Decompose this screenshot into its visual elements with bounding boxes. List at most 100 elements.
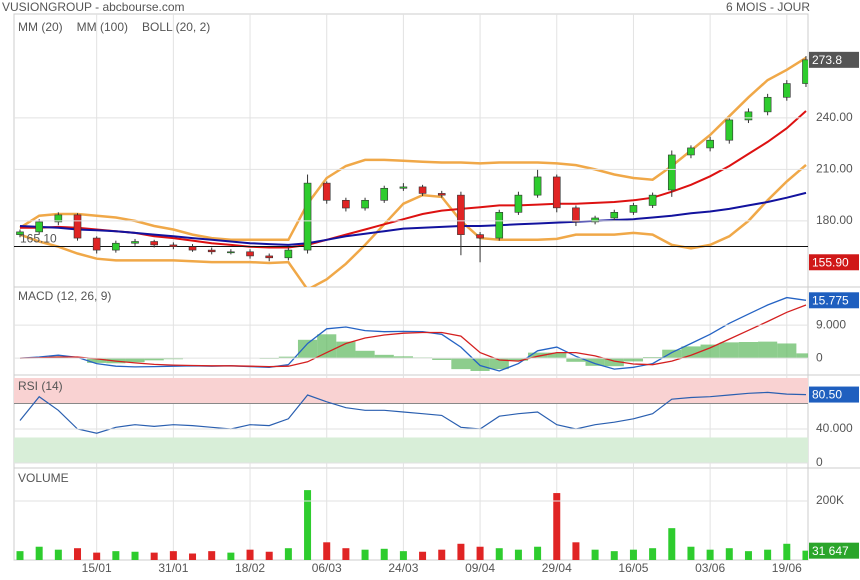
volume-bar (668, 528, 676, 560)
histogram-bar (681, 346, 701, 359)
histogram-bar (317, 334, 337, 359)
candle-body (782, 83, 791, 98)
candle-body (284, 249, 293, 259)
candle-body (763, 96, 772, 113)
volume-bar (265, 551, 273, 560)
panel (19, 296, 808, 372)
value-tag: 31 647 (812, 544, 849, 558)
x-tick-label: 16/05 (618, 561, 648, 575)
histogram-bar (758, 341, 778, 359)
volume-bar (35, 546, 43, 560)
candle-body (169, 244, 178, 247)
volume-bar (610, 551, 618, 560)
volume-bar (802, 550, 808, 560)
x-tick-label: 06/03 (312, 561, 342, 575)
histogram-bar (738, 342, 759, 359)
legend-entry: MM (100) (77, 20, 128, 34)
volume-bar (514, 549, 522, 560)
candle-body (687, 147, 695, 156)
candle-body (533, 176, 542, 196)
volume-bar (725, 548, 733, 560)
macd-line (19, 304, 807, 368)
moving-average (19, 191, 807, 246)
y-tick-label: 210.00 (816, 162, 853, 176)
rsi-line (19, 391, 807, 434)
candle-body (112, 242, 120, 251)
panel (14, 56, 808, 287)
volume-bar (16, 551, 24, 560)
volume-bar (553, 493, 561, 560)
histogram-bar (643, 357, 663, 359)
volume-bar (54, 549, 62, 560)
volume-bar (572, 542, 580, 560)
x-tick-label: 09/04 (465, 561, 495, 575)
reference-label: 165.10 (20, 232, 57, 246)
candle-body (418, 186, 427, 194)
x-tick-label: 19/06 (772, 561, 802, 575)
candle-body (514, 194, 523, 213)
volume-bar (208, 551, 216, 560)
header-title: VUSIONGROUP - abcbourse.com (2, 0, 185, 14)
y-tick-label: 0 (816, 350, 823, 364)
value-tag: 80.50 (812, 388, 842, 402)
y-tick-label: 180.00 (816, 213, 853, 227)
histogram-bar (700, 344, 720, 359)
histogram-bar (719, 342, 739, 359)
histogram-bar (393, 356, 413, 359)
volume-bar (169, 551, 177, 560)
candle-body (552, 176, 561, 209)
histogram-bar (796, 353, 808, 359)
volume-bar (189, 553, 197, 560)
volume-bar (342, 548, 350, 560)
histogram-bar (451, 358, 471, 370)
volume-bar (74, 548, 82, 560)
zone (14, 437, 808, 463)
volume-bar (744, 551, 752, 560)
volume-bar (150, 552, 158, 560)
zone (14, 377, 808, 404)
candle-body (399, 186, 408, 189)
candle-body (342, 199, 350, 209)
moving-average (20, 110, 807, 249)
volume-bar (304, 490, 312, 560)
candle-body (667, 154, 676, 191)
histogram-bar (144, 358, 164, 361)
volume-bar (457, 543, 465, 560)
x-tick-label: 15/01 (82, 561, 112, 575)
y-tick-label: 9.000 (816, 317, 846, 331)
volume-bar (706, 549, 714, 560)
legend-entry: MM (20) (18, 20, 63, 34)
volume-bar (649, 548, 657, 560)
histogram-bar (87, 358, 107, 363)
candle-body (802, 59, 808, 84)
candle-body (706, 139, 714, 149)
volume-bar (399, 551, 407, 560)
value-tag: 273.8 (812, 53, 842, 67)
candle-body (73, 214, 82, 239)
volume-bar (438, 549, 446, 560)
value-tag-box (809, 51, 859, 68)
histogram-bar (125, 358, 145, 363)
candle-body (131, 241, 139, 244)
volume-bar (112, 551, 120, 560)
volume-bar (246, 549, 254, 560)
volume-bar (284, 548, 292, 560)
panel-title: VOLUME (18, 471, 69, 485)
histogram-bar (528, 352, 548, 359)
value-tag-box (809, 254, 859, 271)
macd-line (19, 296, 807, 372)
volume-bar (629, 549, 637, 560)
candle-body (361, 199, 369, 209)
panel-title: MACD (12, 26, 9) (18, 289, 111, 303)
x-tick-label: 03/06 (695, 561, 725, 575)
volume-bar (591, 549, 599, 560)
candle-body (591, 217, 599, 223)
histogram-bar (470, 358, 490, 371)
candle-body (54, 214, 63, 223)
x-tick-label: 29/04 (542, 561, 572, 575)
histogram-bar (566, 358, 586, 362)
panel (16, 490, 808, 560)
candle-body (207, 249, 216, 253)
histogram-bar (508, 358, 529, 361)
header-period: 6 MOIS - JOUR (726, 0, 810, 14)
